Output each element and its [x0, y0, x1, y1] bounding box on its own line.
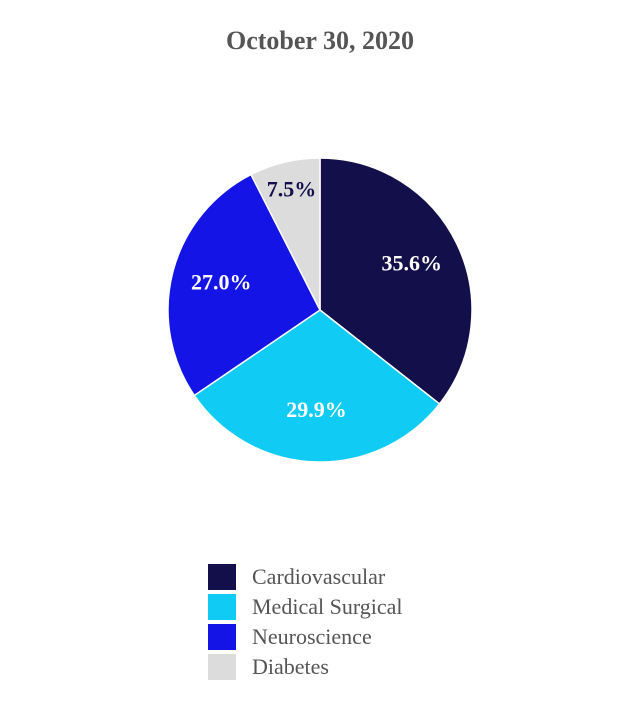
- pie-slice-medical-surgical: [193, 309, 441, 463]
- pie-slice-cardiovascular: [319, 157, 473, 405]
- pie-slice-labels: 35.6% 29.9% 27.0% 7.5%: [191, 176, 442, 422]
- legend-swatch: [208, 654, 236, 680]
- chart-title: October 30, 2020: [226, 26, 414, 55]
- slice-value-label: 29.9%: [286, 397, 347, 422]
- pie-slice-neuroscience: [167, 173, 321, 397]
- legend-label: Neuroscience: [252, 624, 372, 649]
- pie-slices: [167, 157, 473, 463]
- legend-item: Neuroscience: [208, 622, 403, 652]
- legend-item: Medical Surgical: [208, 592, 403, 622]
- slice-value-label: 35.6%: [381, 250, 442, 275]
- slice-value-label: 27.0%: [191, 270, 252, 295]
- legend-swatch: [208, 624, 236, 650]
- pie-slice-diabetes: [249, 157, 321, 311]
- legend-label: Diabetes: [252, 654, 329, 679]
- legend-item: Diabetes: [208, 652, 403, 682]
- legend-swatch: [208, 564, 236, 590]
- legend-label: Cardiovascular: [252, 564, 386, 589]
- legend: Cardiovascular Medical Surgical Neuroscien…: [208, 562, 403, 682]
- legend-swatch: [208, 594, 236, 620]
- legend-label: Medical Surgical: [252, 594, 403, 619]
- slice-value-label: 7.5%: [267, 176, 317, 201]
- legend-item: Cardiovascular: [208, 562, 403, 592]
